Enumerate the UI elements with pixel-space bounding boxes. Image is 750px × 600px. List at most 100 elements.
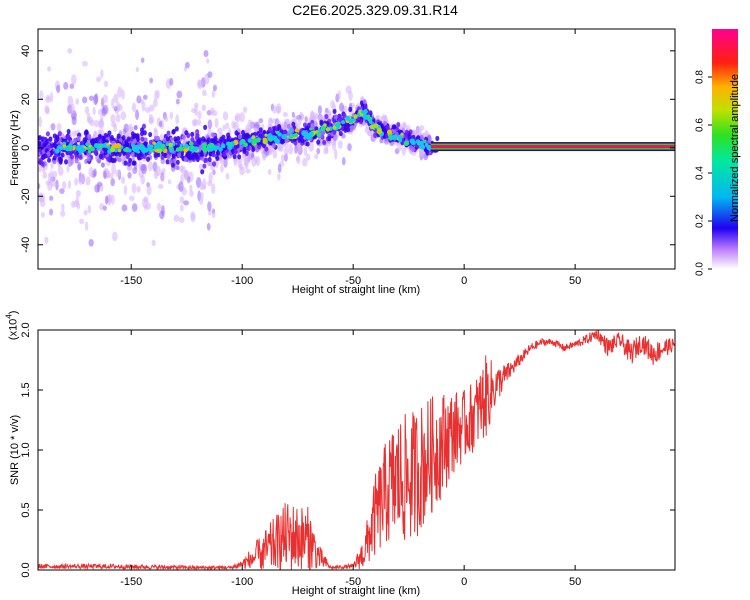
core-dot bbox=[128, 157, 133, 163]
noise-dot bbox=[258, 118, 264, 124]
core-dot bbox=[98, 153, 103, 159]
core-dot bbox=[258, 127, 263, 133]
ridge-blob bbox=[281, 134, 286, 140]
ridge-blob bbox=[85, 142, 89, 146]
core-dot bbox=[160, 154, 165, 160]
core-dot bbox=[226, 137, 231, 143]
spectrogram-y-tick-label: -40 bbox=[20, 237, 32, 253]
noise-dot bbox=[197, 190, 202, 202]
chart-title: C2E6.2025.329.09.31.R14 bbox=[292, 2, 458, 18]
snr-y-tick-label: 0.5 bbox=[20, 502, 32, 517]
core-dot bbox=[176, 135, 181, 142]
core-dot bbox=[327, 135, 332, 142]
ridge-blob bbox=[114, 143, 120, 149]
noise-dot bbox=[197, 79, 202, 88]
core-dot bbox=[316, 139, 321, 145]
spectrogram-y-tick-label: 20 bbox=[20, 93, 32, 105]
ridge-blob bbox=[188, 141, 194, 146]
colorbar: 0.0 0.2 0.4 0.6 0.8 bbox=[695, 29, 738, 276]
noise-dot bbox=[194, 105, 199, 116]
noise-dot bbox=[169, 77, 174, 86]
core-dot bbox=[215, 155, 220, 162]
core-dot bbox=[245, 132, 250, 138]
noise-dot bbox=[206, 160, 213, 167]
noise-dot bbox=[87, 205, 92, 214]
ridge-blob bbox=[397, 134, 403, 140]
noise-dot bbox=[254, 127, 258, 133]
colorbar-tick-label: 0.2 bbox=[695, 214, 706, 228]
ridge-blob bbox=[309, 127, 313, 131]
noise-dot bbox=[179, 204, 184, 212]
core-dot bbox=[125, 141, 130, 148]
core-dot bbox=[153, 152, 158, 158]
ridge-blob bbox=[201, 142, 207, 148]
spectrogram-x-label: Height of straight line (km) bbox=[291, 284, 421, 296]
ridge-blob bbox=[54, 148, 60, 154]
colorbar-ticks: 0.0 0.2 0.4 0.6 0.8 bbox=[695, 70, 712, 276]
spectrogram-panel: -150 -100 -50 0 50 -40 -20 0 20 40 bbox=[20, 28, 676, 287]
core-dot bbox=[199, 151, 204, 158]
noise-dot bbox=[123, 184, 128, 196]
ridge-blob bbox=[227, 143, 232, 148]
noise-dot bbox=[57, 165, 64, 177]
ridge-blob bbox=[251, 135, 256, 140]
ridge-blob bbox=[252, 138, 258, 144]
core-dot bbox=[38, 157, 43, 163]
ridge-blob bbox=[202, 147, 208, 153]
noise-dot bbox=[306, 153, 311, 161]
core-dot bbox=[194, 154, 199, 160]
core-dot bbox=[333, 114, 338, 120]
core-dot bbox=[38, 135, 41, 142]
noise-dot bbox=[203, 49, 209, 58]
noise-dot bbox=[113, 93, 119, 104]
noise-dot bbox=[71, 116, 77, 126]
noise-dot bbox=[207, 71, 213, 79]
noise-dot bbox=[337, 90, 341, 100]
core-dot bbox=[166, 153, 171, 160]
noise-dot bbox=[161, 168, 166, 174]
core-dot bbox=[135, 137, 140, 143]
spectrogram-noise bbox=[38, 48, 440, 247]
noise-dot bbox=[199, 182, 204, 191]
core-dot bbox=[271, 126, 276, 132]
noise-dot bbox=[136, 95, 142, 104]
noise-dot bbox=[239, 112, 245, 123]
ridge-blob bbox=[353, 114, 358, 119]
noise-dot bbox=[200, 191, 204, 201]
ridge-blob bbox=[110, 147, 116, 153]
ridge-blob bbox=[303, 133, 307, 137]
noise-dot bbox=[338, 102, 344, 112]
noise-dot bbox=[207, 201, 212, 212]
core-dot bbox=[47, 157, 52, 163]
core-dot bbox=[110, 151, 115, 157]
ridge-blob bbox=[400, 132, 404, 136]
noise-dot bbox=[124, 131, 129, 138]
noise-dot bbox=[135, 66, 140, 73]
noise-dot bbox=[211, 110, 218, 117]
noise-dot bbox=[157, 183, 164, 190]
noise-dot bbox=[277, 173, 281, 181]
ridge-blob bbox=[306, 133, 312, 139]
spectrogram-y-label: Frequency (Hz) bbox=[9, 110, 21, 186]
core-dot bbox=[264, 146, 269, 152]
noise-dot bbox=[159, 210, 165, 220]
snr-y-label: SNR (10 * v/v) bbox=[9, 414, 21, 486]
noise-dot bbox=[206, 222, 211, 231]
noise-dot bbox=[39, 192, 45, 202]
core-dot bbox=[201, 136, 206, 142]
noise-dot bbox=[111, 163, 116, 175]
core-dot bbox=[232, 153, 237, 160]
noise-dot bbox=[38, 182, 41, 190]
core-dot bbox=[383, 120, 388, 127]
noise-dot bbox=[79, 218, 85, 224]
core-dot bbox=[222, 151, 227, 157]
noise-dot bbox=[67, 48, 73, 54]
noise-dot bbox=[152, 98, 158, 108]
ridge-blob bbox=[153, 145, 158, 150]
noise-dot bbox=[102, 94, 108, 104]
core-dot bbox=[338, 130, 343, 137]
core-dot bbox=[203, 124, 208, 131]
core-dot bbox=[302, 122, 307, 128]
core-dot bbox=[324, 113, 329, 120]
